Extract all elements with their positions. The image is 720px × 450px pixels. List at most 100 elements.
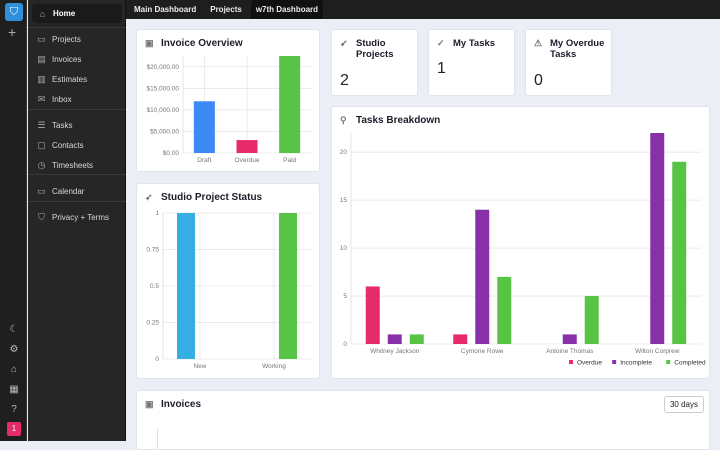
sidebar-item-calendar[interactable]: ▭ Calendar [36,183,84,199]
bar-incomplete [475,209,490,344]
sidebar-item-projects[interactable]: ▭ Projects [36,31,81,47]
bar-incomplete [387,334,402,344]
divider [28,201,126,202]
tab-main-dashboard[interactable]: Main Dashboard [134,5,197,14]
bar-incomplete [562,334,577,344]
bar-overdue [236,140,258,153]
invoices-card: ▣ Invoices 30 days [136,390,710,450]
sidebar-item-label: Tasks [52,120,73,130]
tab-bar: Main Dashboard Projects w7th Dashboard [126,0,720,19]
briefcase-icon: ▭ [37,33,46,44]
gear-icon[interactable]: ⚙ [9,344,19,355]
studio-project-status-chart: 0 0.25 0.5 0.75 1 New Working [146,210,311,370]
bar-completed [584,296,599,344]
sidebar: ⌂ Home ▭ Projects ▤ Invoices ▥ Estimates ✉ Inbox ☰… [28,0,126,441]
stat-value: 0 [534,72,543,89]
bar-new [177,213,195,359]
x-tick-label: Draft [197,157,211,164]
tab-w7th-dashboard[interactable]: w7th Dashboard [250,0,324,19]
card-title: Invoice Overview [161,38,243,49]
y-tick-label: $0.00 [163,150,180,157]
sidebar-item-label: Invoices [52,54,82,64]
sidebar-item-label: Timesheets [52,160,94,170]
bar-overdue [365,286,380,344]
x-tick-label: Antoine Thomas [546,348,594,355]
inbox-icon: ✉ [37,93,46,104]
tab-projects[interactable]: Projects [210,5,242,14]
divider [28,174,126,175]
notification-badge[interactable]: 1 [7,422,21,436]
search-icon: ⚲ [340,115,347,125]
stat-card-my-tasks[interactable]: ✓ My Tasks 1 [428,29,515,96]
card-title: Studio Project Status [161,192,263,203]
moon-icon[interactable]: ☾ [9,324,19,335]
sidebar-item-privacy-terms[interactable]: ⛉ Privacy + Terms [36,209,109,225]
sidebar-item-tasks[interactable]: ☰ Tasks [36,117,72,133]
legend-label: Overdue [577,360,602,367]
add-icon[interactable]: + [8,24,17,40]
divider [28,109,126,110]
divider [28,27,126,28]
y-tick-label: $10,000.00 [146,107,179,114]
tasks-breakdown-chart: 0 5 10 15 20 Whitney Jackson Cymone Rowe Antoin… [340,133,706,367]
sidebar-item-label: Calendar [52,186,85,196]
y-tick-label: 1 [155,210,159,217]
invoice-icon: ▤ [37,53,46,64]
help-icon[interactable]: ? [11,404,17,415]
stat-title: My Tasks [453,38,496,49]
rocket-icon: ➶ [340,38,348,48]
y-tick-label: 0 [155,356,159,363]
sidebar-item-inbox[interactable]: ✉ Inbox [36,91,72,107]
calendar-icon: ▭ [37,185,46,196]
legend-swatch [612,360,617,364]
x-tick-label: Working [262,363,286,370]
warning-icon: ⚠ [534,38,543,48]
sidebar-item-estimates[interactable]: ▥ Estimates [36,71,87,87]
y-tick-label: 0.25 [146,320,159,327]
y-tick-label: 20 [340,149,348,156]
legend-swatch [569,360,573,364]
studio-project-status-card: ➶ Studio Project Status 0 0.25 0.5 0.75 1 New W… [136,183,320,379]
y-tick-label: 10 [340,245,348,252]
sidebar-item-invoices[interactable]: ▤ Invoices [36,51,81,67]
app-logo-icon[interactable]: ⛉ [5,3,23,21]
bar-completed [497,276,512,344]
sidebar-item-home[interactable]: ⌂ Home [32,4,122,23]
card-title: Tasks Breakdown [356,115,441,126]
x-tick-label: Cymone Rowe [461,348,504,355]
tasks-icon: ☰ [37,119,46,130]
home-edit-icon[interactable]: ⌂ [10,364,18,375]
y-tick-label: $5,000.00 [150,128,179,135]
stat-card-my-overdue-tasks[interactable]: ⚠ My Overdue Tasks 0 [525,29,612,96]
home-icon: ⌂ [39,8,46,19]
bar-incomplete [650,133,665,344]
sidebar-item-contacts[interactable]: ▢ Contacts [36,137,84,153]
bar-paid [279,56,301,153]
bar-working [279,213,297,359]
rocket-icon: ➶ [145,192,153,202]
x-tick-label: Overdue [235,157,260,164]
sidebar-item-label: Home [53,9,76,18]
tasks-breakdown-card: ⚲ Tasks Breakdown 0 5 10 15 20 Whitney Jackson… [331,106,710,379]
chart-axis [157,429,158,449]
y-tick-label: 0 [343,341,347,348]
bar-overdue [453,334,468,344]
contacts-icon: ▢ [37,139,46,150]
x-tick-label: New [193,363,206,370]
y-tick-label: 15 [340,197,348,204]
apps-icon[interactable]: ▦ [9,384,19,395]
card-title: Invoices [161,399,202,410]
sidebar-item-label: Estimates [52,74,88,84]
sidebar-item-label: Inbox [52,94,72,104]
sidebar-item-timesheets[interactable]: ◷ Timesheets [36,157,94,173]
y-tick-label: 0.5 [150,283,159,290]
stat-card-studio-projects[interactable]: ➶ Studio Projects 2 [331,29,418,96]
date-range-button[interactable]: 30 days [663,396,704,413]
x-tick-label: Whitney Jackson [370,348,420,355]
y-tick-label: $15,000.00 [146,85,179,92]
stat-title: Studio Projects [356,38,394,60]
invoice-overview-chart: $0.00 $5,000.00 $10,000.00 $15,000.00 $20,00… [146,56,311,164]
clipboard-icon: ▣ [145,399,154,409]
sidebar-item-label: Privacy + Terms [52,212,109,222]
sidebar-item-label: Contacts [52,140,84,150]
